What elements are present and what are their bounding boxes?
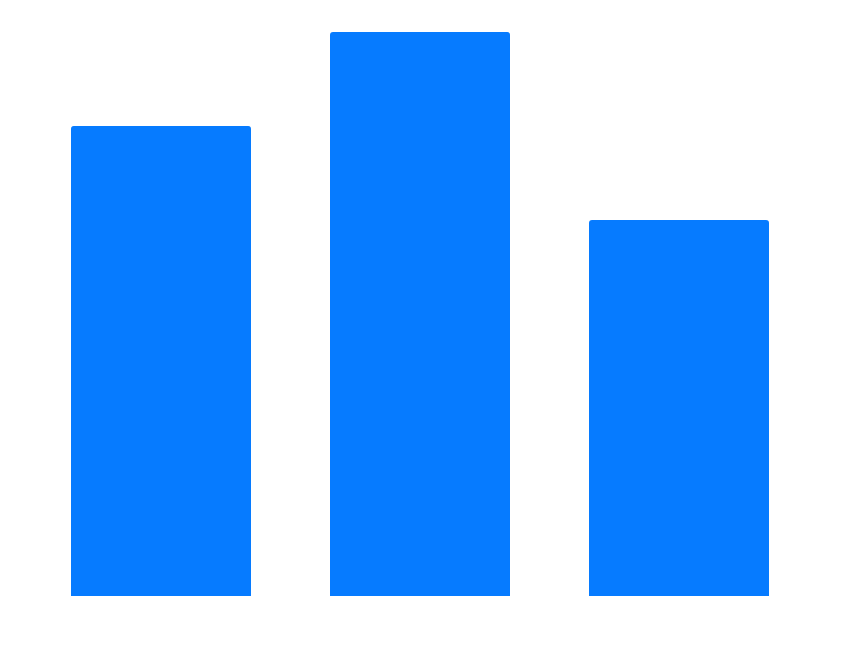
bar-2: [330, 32, 510, 596]
bar-1: [71, 126, 251, 596]
bar-3: [589, 220, 769, 596]
